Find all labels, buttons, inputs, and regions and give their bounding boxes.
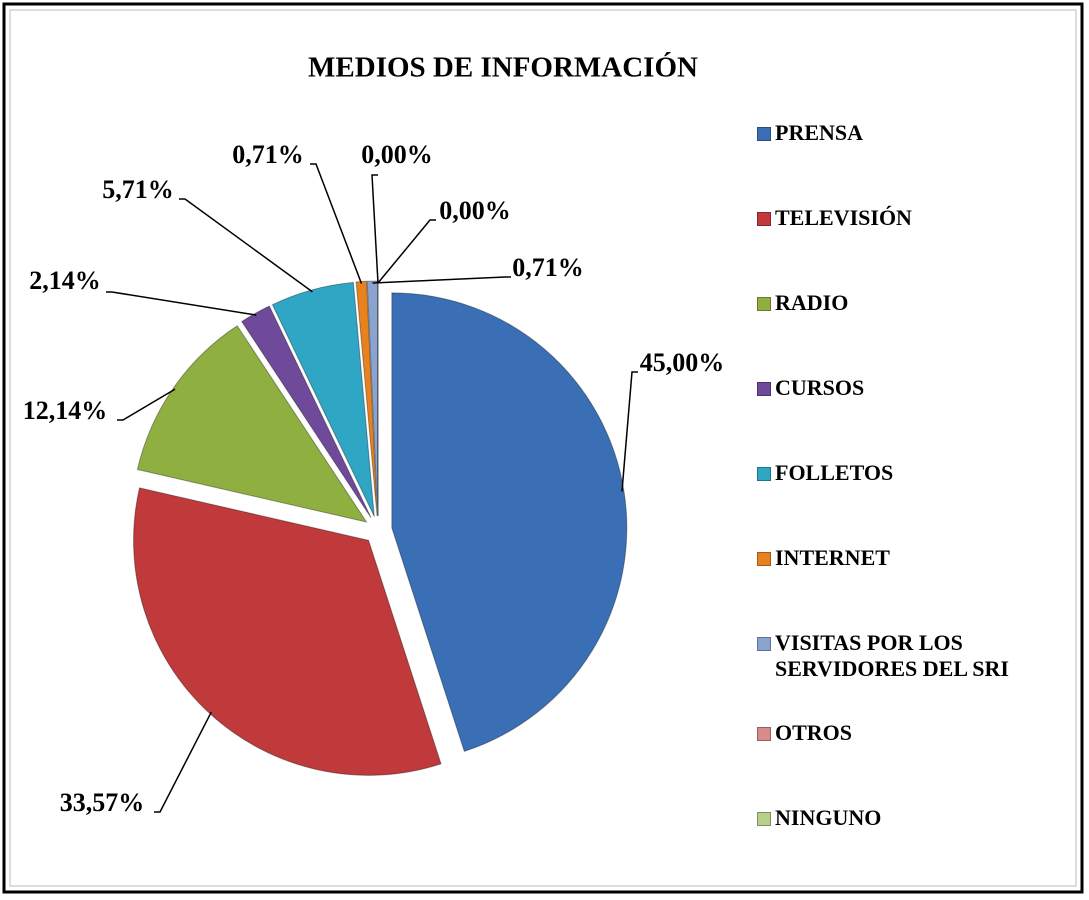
- legend-swatch: [757, 297, 771, 311]
- data-label: 0,71%: [512, 253, 584, 282]
- data-label: 0,00%: [361, 140, 433, 169]
- legend-swatch: [757, 637, 771, 651]
- legend-swatch: [757, 552, 771, 566]
- leader-line: [371, 174, 379, 284]
- data-label: 45,00%: [640, 348, 725, 377]
- legend-item: OTROS: [757, 720, 1065, 746]
- legend-label: INTERNET: [775, 545, 890, 570]
- legend-swatch: [757, 382, 771, 396]
- legend-swatch: [757, 212, 771, 226]
- legend-item: NINGUNO: [757, 805, 1065, 831]
- legend-item: PRENSA: [757, 120, 1065, 146]
- legend-item: INTERNET: [757, 545, 1065, 571]
- legend-label: NINGUNO: [775, 805, 882, 830]
- legend-item: VISITAS POR LOS SERVIDORES DEL SRI: [757, 630, 1065, 682]
- legend-label: VISITAS POR LOS SERVIDORES DEL SRI: [775, 630, 1009, 681]
- leader-line: [372, 276, 511, 284]
- data-label: 0,00%: [439, 196, 511, 225]
- leader-line: [377, 219, 436, 284]
- legend-label: FOLLETOS: [775, 460, 894, 485]
- legend-label: CURSOS: [775, 375, 865, 400]
- data-label: 5,71%: [102, 175, 174, 204]
- data-label: 2,14%: [29, 266, 101, 295]
- leader-line: [117, 388, 176, 421]
- pie-slice: [241, 305, 372, 519]
- data-label: 0,71%: [232, 140, 304, 169]
- pie-slice: [271, 281, 375, 517]
- leader-line: [154, 711, 212, 813]
- leader-line: [310, 163, 363, 284]
- pie-slice: [136, 325, 368, 523]
- legend-label: RADIO: [775, 290, 849, 315]
- legend-swatch: [757, 727, 771, 741]
- legend-swatch: [757, 812, 771, 826]
- data-label: 12,14%: [23, 396, 108, 425]
- chart-title: MEDIOS DE INFORMACIÓN: [308, 51, 698, 84]
- pie-slice: [391, 292, 628, 752]
- legend-label: OTROS: [775, 720, 853, 745]
- legend-item: CURSOS: [757, 375, 1065, 401]
- inner-frame: [9, 9, 1077, 887]
- legend-label: PRENSA: [775, 120, 864, 145]
- legend-item: RADIO: [757, 290, 1065, 316]
- legend-label: TELEVISIÓN: [775, 205, 912, 230]
- leader-line: [179, 198, 313, 293]
- legend-swatch: [757, 127, 771, 141]
- leader-line: [621, 371, 638, 492]
- legend-item: FOLLETOS: [757, 460, 1065, 486]
- data-label: 33,57%: [60, 788, 145, 817]
- legend-item: TELEVISIÓN: [757, 205, 1065, 231]
- legend-swatch: [757, 467, 771, 481]
- leader-line: [106, 291, 257, 316]
